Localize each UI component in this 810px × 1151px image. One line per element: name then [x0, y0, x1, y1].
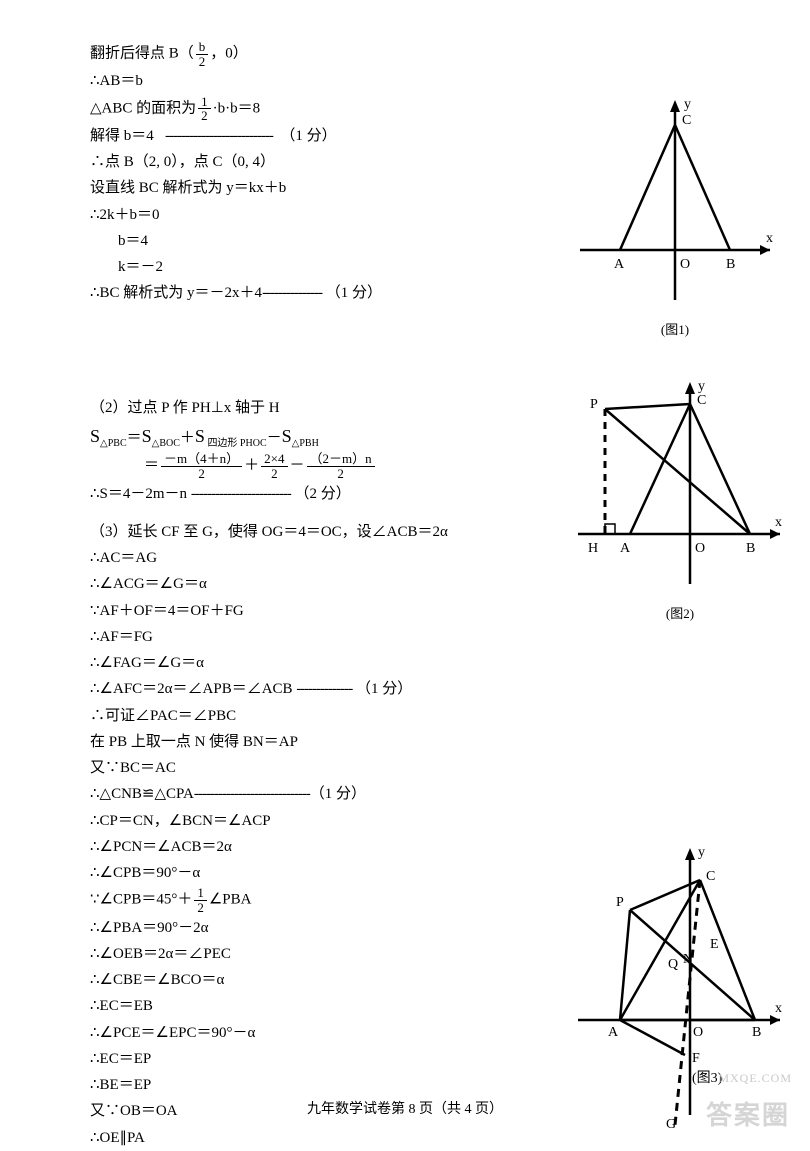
page-footer: 九年数学试卷第 8 页（共 4 页）	[0, 1098, 810, 1118]
b2-l1: （2）过点 P 作 PH⊥x 轴于 H	[90, 395, 570, 421]
b3-l22: ∴BE＝EP	[90, 1072, 570, 1098]
svg-text:B: B	[746, 541, 755, 556]
b3-l9: 在 PB 上取一点 N 使得 BN＝AP	[90, 729, 570, 755]
b3-l7: ∴∠AFC＝2α＝∠APB＝∠ACB -------------- （1 分）	[90, 676, 570, 702]
b3-l8: ∴可证∠PAC＝∠PBC	[90, 703, 570, 729]
svg-text:A: A	[608, 1025, 619, 1040]
svg-text:y: y	[698, 379, 705, 394]
b3-l6: ∴∠FAG＝∠G＝α	[90, 650, 570, 676]
svg-text:F: F	[692, 1051, 700, 1066]
b1-l1: 翻折后得点 B（b2，0）	[90, 40, 570, 68]
b3-l17: ∴∠OEB＝2α＝∠PEC	[90, 941, 570, 967]
b3-l3: ∴∠ACG＝∠G＝α	[90, 571, 570, 597]
svg-text:C: C	[697, 393, 706, 408]
watermark-url: MXQE.COM	[718, 1071, 792, 1086]
b3-l14: ∴∠CPB＝90°－α	[90, 860, 570, 886]
svg-text:C: C	[682, 113, 691, 128]
b3-l4: ∵AF＋OF＝4＝OF＋FG	[90, 598, 570, 624]
b2-eq2: ＝－m（4＋n）2＋2×42－（2－m）n2	[90, 452, 570, 480]
svg-text:N: N	[683, 952, 693, 967]
svg-text:B: B	[726, 257, 735, 272]
svg-text:A: A	[620, 541, 631, 556]
b1-l5: ∴点 B（2, 0），点 C（0, 4）	[90, 149, 570, 175]
svg-text:G: G	[666, 1117, 676, 1130]
svg-text:O: O	[680, 257, 690, 272]
b3-l5: ∴AF＝FG	[90, 624, 570, 650]
b3-l12: ∴CP＝CN，∠BCN＝∠ACP	[90, 808, 570, 834]
b3-l15: ∵∠CPB＝45°＋12∠PBA	[90, 886, 570, 914]
b3-l21: ∴EC＝EP	[90, 1046, 570, 1072]
b1-l6: 设直线 BC 解析式为 y＝kx＋b	[90, 175, 570, 201]
watermark-brand: 答案圈	[706, 1095, 790, 1132]
svg-text:y: y	[698, 845, 705, 860]
svg-text:y: y	[684, 97, 691, 112]
figure-2-label: (图2)	[570, 603, 790, 622]
svg-text:Q: Q	[668, 957, 678, 972]
svg-text:E: E	[710, 937, 719, 952]
svg-text:x: x	[775, 1001, 782, 1016]
figure-2: P C H A O B x y (图2)	[570, 374, 790, 622]
b3-l11: ∴△CNB≌△CPA-----------------------------（…	[90, 781, 570, 807]
b3-l13: ∴∠PCN＝∠ACB＝2α	[90, 834, 570, 860]
svg-text:O: O	[695, 541, 705, 556]
svg-text:P: P	[590, 397, 598, 412]
figure-3: P C A O B E Q N F G x y (图3)	[570, 840, 790, 1135]
b3-l18: ∴∠CBE＝∠BCO＝α	[90, 967, 570, 993]
b1-l4: 解得 b＝4 --------------------------- （1 分）	[90, 123, 570, 149]
b3-l2: ∴AC＝AG	[90, 545, 570, 571]
b3-l16: ∴∠PBA＝90°－2α	[90, 915, 570, 941]
svg-text:C: C	[706, 869, 715, 884]
svg-text:H: H	[588, 541, 598, 556]
svg-text:A: A	[614, 257, 625, 272]
svg-text:O: O	[693, 1025, 703, 1040]
b3-l10: 又∵BC＝AC	[90, 755, 570, 781]
b2-l3: ∴S＝4－2m－n ------------------------- （2 分…	[90, 481, 570, 507]
b1-l10: ∴BC 解析式为 y＝－2x＋4--------------- （1 分）	[90, 280, 570, 306]
b3-l19: ∴EC＝EB	[90, 993, 570, 1019]
b1-l8: b＝4	[90, 228, 570, 254]
b2-eq1: S△PBC＝S△BOC＋S 四边形 PHOC－S△PBH	[90, 421, 570, 453]
b1-l3: △ABC 的面积为12·b·b＝8	[90, 95, 570, 123]
b1-l2: ∴AB＝b	[90, 68, 570, 94]
svg-text:x: x	[775, 515, 782, 530]
svg-text:B: B	[752, 1025, 761, 1040]
figure-1-label: (图1)	[570, 319, 780, 338]
figure-1: A O B C x y (图1)	[570, 90, 780, 338]
b3-l24: ∴OE∥PA	[90, 1125, 570, 1151]
b1-l7: ∴2k＋b＝0	[90, 202, 570, 228]
solution-body: 翻折后得点 B（b2，0） ∴AB＝b △ABC 的面积为12·b·b＝8 解得…	[90, 40, 570, 1151]
svg-text:P: P	[616, 895, 624, 910]
b3-l20: ∴∠PCE＝∠EPC＝90°－α	[90, 1020, 570, 1046]
b1-l9: k＝－2	[90, 254, 570, 280]
svg-text:x: x	[766, 231, 773, 246]
b3-l1: （3）延长 CF 至 G，使得 OG＝4＝OC，设∠ACB＝2α	[90, 519, 570, 545]
